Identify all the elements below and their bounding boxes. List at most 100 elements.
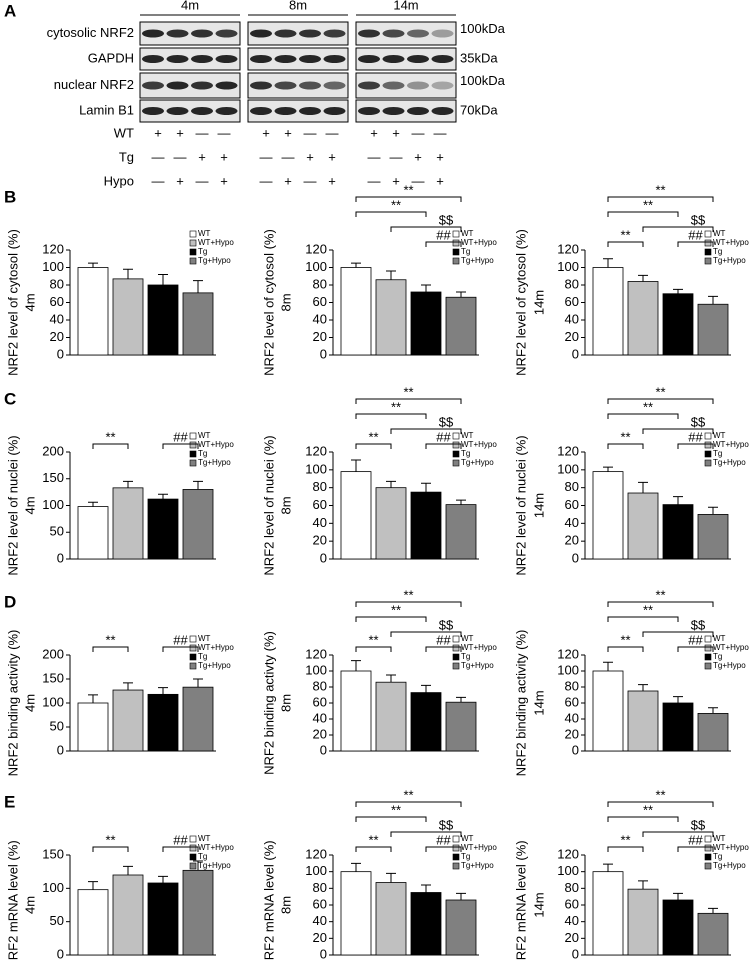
significance-label: $$ xyxy=(439,414,454,429)
legend-swatch xyxy=(189,248,197,256)
error-bar xyxy=(638,481,648,494)
y-axis-label: NRF2 level of cytosol (%) xyxy=(261,229,276,376)
error-bar xyxy=(603,661,613,671)
significance-label: ** xyxy=(643,399,653,414)
blot-frame xyxy=(247,99,349,123)
y-tick-label: 100 xyxy=(305,461,327,476)
legend-label: WT xyxy=(713,834,726,843)
error-bar xyxy=(351,660,361,671)
y-tick-label: 20 xyxy=(565,533,579,548)
band xyxy=(166,107,189,115)
y-tick-label: 100 xyxy=(42,259,64,274)
legend-label: Tg xyxy=(461,247,470,256)
legend-label: WT+Hypo xyxy=(198,238,234,247)
legend-label: WT xyxy=(713,229,726,238)
y-tick-label: 20 xyxy=(313,726,327,741)
significance-label: ** xyxy=(403,787,413,802)
bar xyxy=(410,692,442,752)
error-bar xyxy=(351,459,361,472)
significance-bracket xyxy=(425,646,462,652)
significance-bracket xyxy=(642,831,714,837)
band xyxy=(191,107,213,115)
legend-swatch xyxy=(704,459,712,467)
y-axis-label: NRF2 mRNA level (%) xyxy=(513,840,528,960)
y-axis-label: NRF2 level of cytosol (%) xyxy=(5,229,20,376)
legend-label: WT xyxy=(461,229,474,238)
legend-swatch xyxy=(189,653,197,661)
bar xyxy=(147,498,179,560)
blot-frame xyxy=(355,47,457,71)
significance-bracket xyxy=(390,226,462,232)
significance-label: ## xyxy=(173,632,188,647)
band xyxy=(323,29,346,38)
legend-swatch xyxy=(704,257,712,265)
error-bar xyxy=(158,274,168,285)
significance-bracket xyxy=(162,646,199,652)
band xyxy=(358,107,380,115)
legend-swatch xyxy=(189,432,197,440)
significance-bracket xyxy=(92,846,129,852)
y-tick-label: 120 xyxy=(305,241,327,256)
condition-sign: — xyxy=(174,149,187,164)
period-label: 14m xyxy=(531,290,546,315)
error-bar xyxy=(421,482,431,493)
error-bar xyxy=(88,262,98,268)
y-tick-label: 60 xyxy=(565,294,579,309)
significance-label: $$ xyxy=(691,617,706,632)
y-tick-label: 60 xyxy=(565,497,579,512)
condition-sign: + xyxy=(392,125,400,140)
y-tick-label: 60 xyxy=(565,694,579,709)
error-bar xyxy=(386,480,396,488)
bar xyxy=(147,284,179,356)
legend-label: WT xyxy=(461,834,474,843)
blot-frame xyxy=(355,99,457,123)
y-tick-label: 0 xyxy=(57,742,64,757)
y-tick-label: 40 xyxy=(565,710,579,725)
significance-label: $$ xyxy=(691,817,706,832)
legend-swatch xyxy=(189,257,197,265)
legend-swatch xyxy=(189,862,197,870)
legend-swatch xyxy=(704,653,712,661)
legend-label: WT xyxy=(198,634,211,643)
y-tick-label: 60 xyxy=(313,694,327,709)
significance-bracket xyxy=(92,443,129,449)
y-tick-label: 100 xyxy=(305,662,327,677)
legend-label: Tg xyxy=(713,449,722,458)
y-tick-label: 100 xyxy=(557,662,579,677)
error-bar xyxy=(351,262,361,268)
condition-sign: + xyxy=(220,149,228,164)
error-bar xyxy=(603,863,613,872)
blot-frame xyxy=(139,21,241,46)
legend-swatch xyxy=(189,441,197,449)
band xyxy=(274,81,297,90)
significance-bracket xyxy=(355,801,462,807)
significance-label: $$ xyxy=(439,212,454,227)
y-tick-label: 20 xyxy=(313,930,327,945)
bar xyxy=(662,702,694,752)
period-label: 8m xyxy=(278,293,293,311)
legend-label: Tg+Hypo xyxy=(198,256,231,265)
condition-sign: — xyxy=(196,125,209,140)
band xyxy=(274,29,297,38)
significance-bracket xyxy=(162,443,199,449)
y-tick-label: 0 xyxy=(572,550,579,565)
error-bar xyxy=(456,892,466,900)
y-tick-label: 40 xyxy=(50,311,64,326)
legend-swatch xyxy=(189,835,197,843)
legend-label: Tg+Hypo xyxy=(461,861,494,870)
y-tick-label: 200 xyxy=(42,443,64,458)
condition-sign: + xyxy=(284,125,292,140)
group-label: 4m xyxy=(181,0,199,12)
y-tick-label: 20 xyxy=(50,329,64,344)
error-bar xyxy=(708,707,718,714)
legend-swatch xyxy=(704,248,712,256)
condition-sign: + xyxy=(328,149,336,164)
bar xyxy=(375,882,407,956)
legend-label: Tg+Hypo xyxy=(713,861,746,870)
legend-swatch xyxy=(452,644,460,652)
legend-label: WT+Hypo xyxy=(713,440,749,449)
legend-swatch xyxy=(704,853,712,861)
condition-sign: — xyxy=(152,173,165,188)
bar xyxy=(147,693,179,752)
significance-label: ## xyxy=(436,429,451,444)
